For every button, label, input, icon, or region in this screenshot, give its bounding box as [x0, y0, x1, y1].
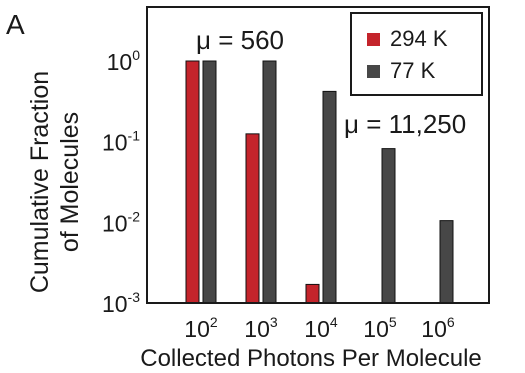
bars-group [185, 60, 454, 304]
legend-swatch-294K [367, 33, 380, 46]
y-axis-title: Cumulative Fraction of Molecules [26, 71, 84, 293]
plot-frame [146, 6, 490, 304]
panel-label: A [6, 9, 25, 40]
y-tick-label-10--2: 10-2 [102, 208, 140, 236]
legend-label-294K: 294 K [390, 26, 448, 51]
bar-77K-cat-3 [322, 90, 337, 304]
legend-label-77K: 77 K [390, 58, 436, 83]
y-tick-labels: 100 10-1 10-2 10-3 [102, 47, 140, 317]
bar-294K-cat-3 [305, 283, 320, 304]
x-tick-labels: 102 103 104 105 106 [184, 314, 455, 342]
x-tick-label-10-5: 105 [363, 314, 397, 342]
x-tick-label-10-2: 102 [184, 314, 218, 342]
y-tick-label-10-0: 100 [107, 47, 141, 75]
x-tick-label-10-3: 103 [244, 314, 278, 342]
y-tick-label-10--3: 10-3 [102, 289, 140, 317]
x-tick-label-10-4: 104 [304, 314, 338, 342]
legend-swatch-77K [367, 65, 380, 78]
bar-77K-cat-4 [381, 148, 396, 304]
x-axis-title: Collected Photons Per Molecule [140, 345, 482, 372]
bar-77K-cat-5 [439, 220, 454, 304]
legend: 294 K 77 K [350, 12, 483, 96]
y-axis-title-line2: of Molecules [56, 112, 84, 252]
annotation-mu-77K: μ = 11,250 [344, 109, 466, 139]
bar-294K-cat-2 [245, 133, 260, 304]
bar-77K-cat-1 [202, 60, 217, 304]
legend-box [350, 12, 483, 96]
bar-77K-cat-2 [262, 60, 277, 304]
annotation-mu-294K: μ = 560 [196, 25, 284, 55]
x-tick-label-10-6: 106 [421, 314, 455, 342]
bar-294K-cat-1 [185, 60, 200, 304]
y-axis-title-line1: Cumulative Fraction [26, 71, 54, 293]
y-tick-label-10--1: 10-1 [102, 128, 140, 156]
